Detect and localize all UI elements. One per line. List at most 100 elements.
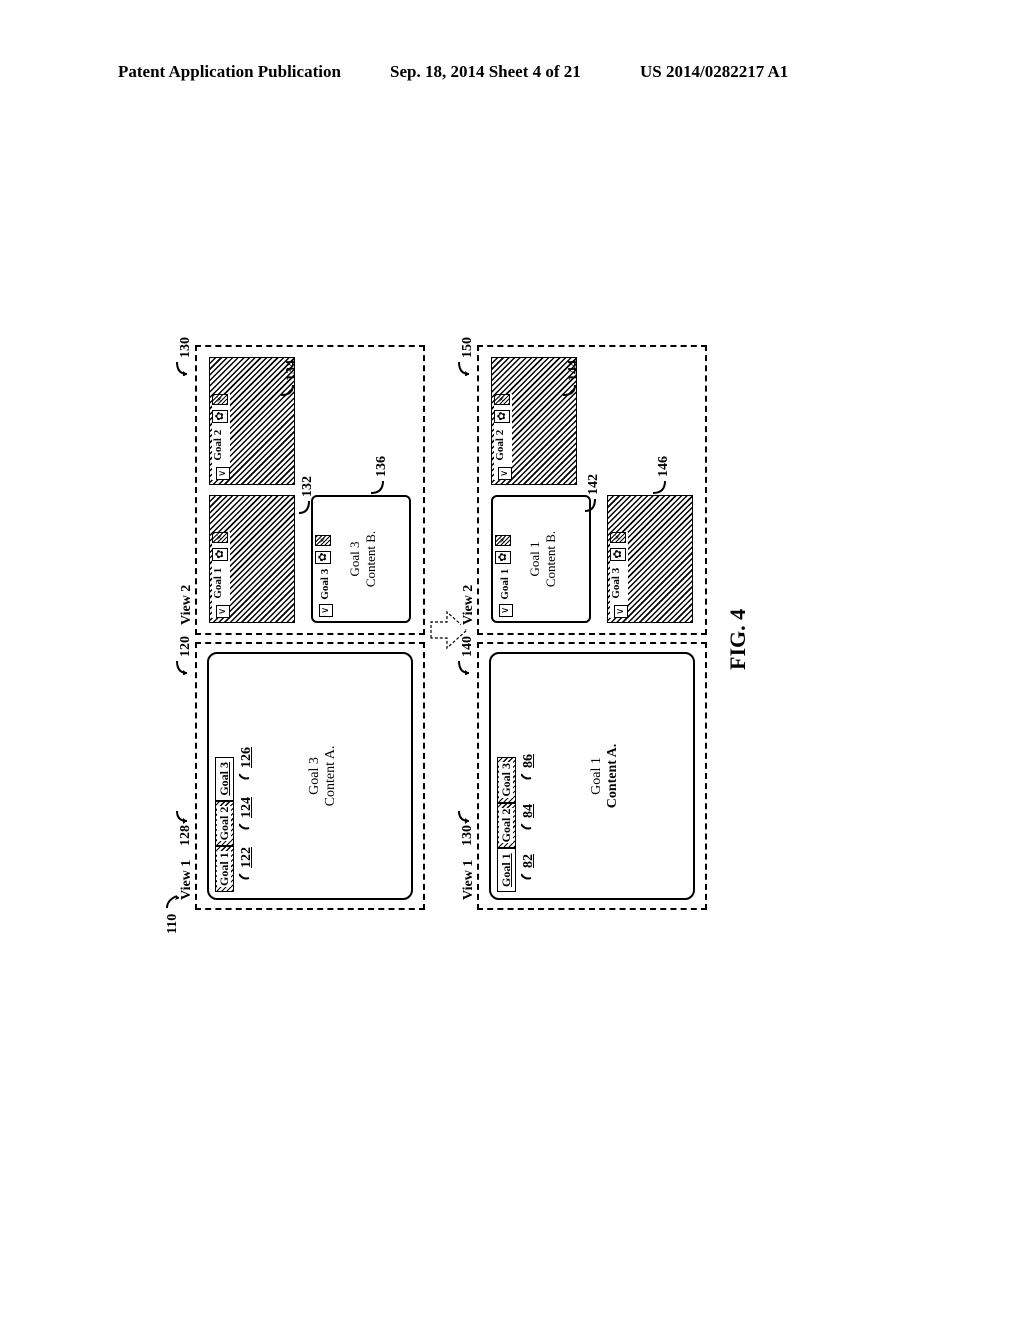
ref-130-top: 130 bbox=[175, 337, 194, 376]
gear-icon[interactable]: ✿ bbox=[495, 551, 511, 564]
ref-146-text: 146 bbox=[656, 456, 671, 477]
ref-132-text: 132 bbox=[300, 476, 315, 497]
tab-goal1-v1t-label: Goal 1 bbox=[217, 851, 231, 887]
group-view2-bot: View 2 150 ∨ Goal 1 ✿ × Goal 1 Content B… bbox=[477, 345, 707, 635]
content-g3b: Goal 3 Content B. bbox=[347, 497, 379, 621]
chev-icon[interactable]: ∨ bbox=[319, 604, 333, 617]
content-g1b-l1: Goal 1 bbox=[527, 497, 543, 621]
card-goal1-v2t-hdr: ∨ Goal 1 ✿ × bbox=[212, 532, 230, 618]
close-icon[interactable]: × bbox=[212, 394, 228, 404]
ref-124-text: 124 bbox=[239, 797, 254, 818]
card-goal2-v2b-label: Goal 2 bbox=[494, 428, 506, 463]
tab-goal1-v1b-label: Goal 1 bbox=[499, 853, 513, 887]
ref-82-text: 82 bbox=[521, 854, 536, 868]
tab-goal2-v1t[interactable]: Goal 2 bbox=[215, 801, 234, 847]
content-g3a: Goal 3 Content A. bbox=[307, 660, 339, 892]
ref-140: 140 bbox=[457, 636, 476, 675]
ref-136: 136 bbox=[369, 456, 390, 495]
label-view1-top: View 1 bbox=[179, 856, 195, 904]
panel-view1-bot: Goal 1 Goal 2 Goal 3 82 84 86 Goal 1 Conte… bbox=[489, 652, 695, 900]
gear-icon[interactable]: ✿ bbox=[610, 548, 626, 561]
panel-view1-top: Goal 1 Goal 2 Goal 3 122 124 126 Goal 3 Co… bbox=[207, 652, 413, 900]
ref-126: 126 bbox=[239, 747, 255, 780]
tab-goal3-v1b[interactable]: Goal 3 bbox=[497, 757, 516, 803]
ref-146: 146 bbox=[651, 456, 672, 495]
close-icon[interactable]: × bbox=[610, 532, 626, 542]
gear-icon[interactable]: ✿ bbox=[212, 548, 228, 561]
header-docnum: US 2014/0282217 A1 bbox=[640, 62, 788, 82]
ref-128: 128 bbox=[175, 809, 194, 846]
ref-122-text: 122 bbox=[239, 847, 254, 868]
close-icon[interactable]: × bbox=[315, 535, 331, 545]
content-g1a-l2: Content A. bbox=[605, 660, 621, 892]
close-icon[interactable]: × bbox=[495, 535, 511, 545]
gear-icon[interactable]: ✿ bbox=[494, 410, 510, 423]
card-goal3-v2b[interactable]: ∨ Goal 3 ✿ × bbox=[607, 495, 693, 623]
tab-goal3-v1t-label: Goal 3 bbox=[217, 762, 231, 796]
card-goal3-v2b-hdr: ∨ Goal 3 ✿ × bbox=[610, 532, 628, 618]
view2-bot-content: ∨ Goal 1 ✿ × Goal 1 Content B. ∨ Goal 2 bbox=[491, 357, 693, 623]
ref-130-top-text: 130 bbox=[178, 337, 193, 358]
ref-120-text: 120 bbox=[178, 636, 193, 657]
content-g3a-l2: Content A. bbox=[323, 660, 339, 892]
chev-icon[interactable]: ∨ bbox=[498, 467, 512, 480]
card-goal1-v2t-label: Goal 1 bbox=[212, 566, 224, 601]
chev-icon[interactable]: ∨ bbox=[216, 467, 230, 480]
gear-icon[interactable]: ✿ bbox=[212, 410, 228, 423]
card-goal2-v2b-hdr: ∨ Goal 2 ✿ × bbox=[494, 394, 512, 480]
content-g3b-l2: Content B. bbox=[363, 497, 379, 621]
card-goal3-v2b-label: Goal 3 bbox=[610, 566, 622, 601]
content-g1a-l1: Goal 1 bbox=[589, 660, 605, 892]
page: Patent Application Publication Sep. 18, … bbox=[0, 0, 1024, 1320]
chev-icon[interactable]: ∨ bbox=[216, 605, 230, 618]
card-goal2-v2t-hdr: ∨ Goal 2 ✿ × bbox=[212, 394, 230, 480]
ref-142-text: 142 bbox=[586, 474, 601, 495]
figure-4: 110 View 1 120 128 Goal 1Goal 2Goal 3 12… bbox=[195, 340, 725, 910]
content-g3b-l1: Goal 3 bbox=[347, 497, 363, 621]
tab-goal1-v1t[interactable]: Goal 1 bbox=[215, 846, 234, 892]
card-goal1-v2b-label: Goal 1 bbox=[499, 569, 511, 600]
tab-goal1-v1b[interactable]: Goal 1 bbox=[497, 848, 516, 892]
tabbar-view1-bot: Goal 1 Goal 2 Goal 3 bbox=[497, 660, 519, 892]
ref-140-text: 140 bbox=[460, 636, 475, 657]
card-goal1-v2b[interactable]: ∨ Goal 1 ✿ × Goal 1 Content B. bbox=[491, 495, 591, 623]
close-icon[interactable]: × bbox=[212, 532, 228, 542]
ref-126-text: 126 bbox=[239, 747, 254, 768]
tab-goal2-v1b[interactable]: Goal 2 bbox=[497, 803, 516, 849]
chev-icon[interactable]: ∨ bbox=[614, 605, 628, 618]
content-g1b: Goal 1 Content B. bbox=[527, 497, 559, 621]
card-goal3-v2t-label: Goal 3 bbox=[319, 569, 331, 600]
ref-86: 86 bbox=[521, 754, 537, 780]
ref-84: 84 bbox=[521, 804, 537, 830]
group-view1-bot: View 1 140 130 Goal 1Goal 2Goal 3 82 84 … bbox=[477, 642, 707, 910]
header-sheet: Sep. 18, 2014 Sheet 4 of 21 bbox=[390, 62, 581, 82]
tab-goal2-v1t-label: Goal 2 bbox=[217, 806, 231, 842]
ref-120: 120 bbox=[175, 636, 194, 675]
tab-goal3-v1t[interactable]: Goal 3 bbox=[215, 757, 234, 801]
header-publication: Patent Application Publication bbox=[118, 62, 341, 82]
close-icon[interactable]: × bbox=[494, 394, 510, 404]
ref-84-text: 84 bbox=[521, 804, 536, 818]
content-g1b-l2: Content B. bbox=[543, 497, 559, 621]
label-view2-top: View 2 bbox=[179, 581, 195, 629]
ref-142: 142 bbox=[583, 474, 602, 513]
card-goal3-v2t[interactable]: ∨ Goal 3 ✿ × Goal 3 Content B. bbox=[311, 495, 411, 623]
ref-130-mid: 130 bbox=[457, 809, 476, 846]
ref-82: 82 bbox=[521, 854, 537, 880]
label-view1-bot: View 1 bbox=[461, 856, 477, 904]
ref-86-text: 86 bbox=[521, 754, 536, 768]
ref-110-text: 110 bbox=[165, 914, 180, 934]
label-view2-bot: View 2 bbox=[461, 581, 477, 629]
tabbar-view1-top: Goal 1 Goal 2 Goal 3 bbox=[215, 660, 237, 892]
gear-icon[interactable]: ✿ bbox=[315, 551, 331, 564]
tab-goal3-v1b-label: Goal 3 bbox=[499, 762, 513, 798]
card-goal2-v2t-label: Goal 2 bbox=[212, 428, 224, 463]
card-goal1-v2t[interactable]: ∨ Goal 1 ✿ × bbox=[209, 495, 295, 623]
ref-134: 134 bbox=[279, 360, 300, 397]
group-view1-top: View 1 120 128 Goal 1Goal 2Goal 3 122 12… bbox=[195, 642, 425, 910]
content-g3a-l1: Goal 3 bbox=[307, 660, 323, 892]
figure-label: FIG. 4 bbox=[725, 609, 751, 670]
ref-144-text: 144 bbox=[566, 360, 581, 381]
ref-124: 124 bbox=[239, 797, 255, 830]
chev-icon[interactable]: ∨ bbox=[499, 604, 513, 617]
